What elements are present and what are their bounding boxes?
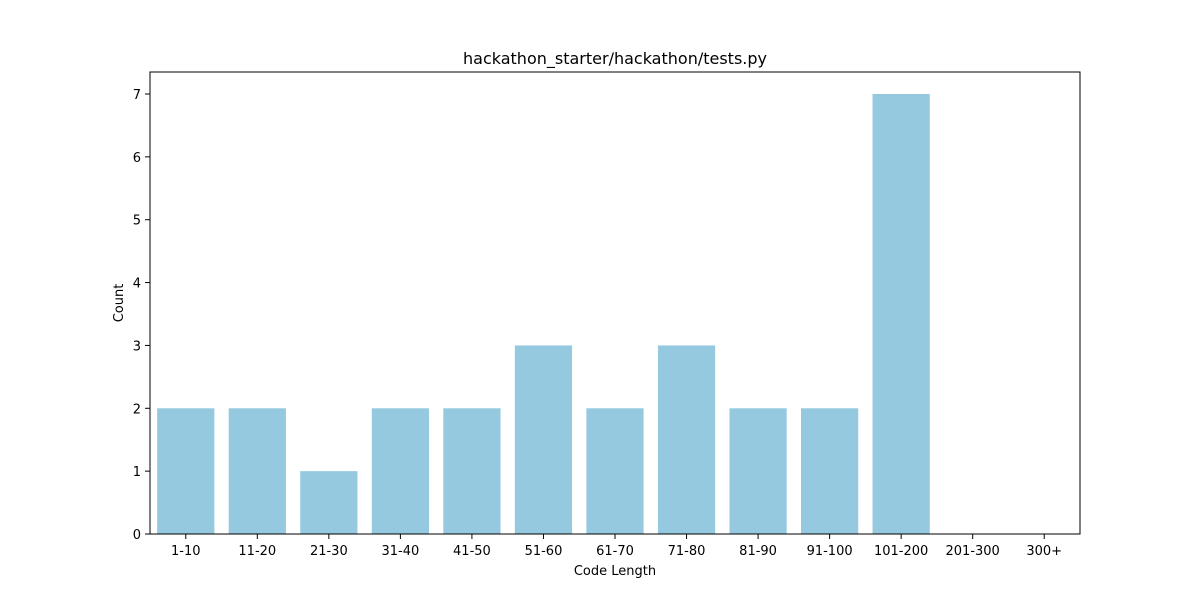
bar-91-100 [801, 408, 859, 534]
x-tick-label: 1-10 [171, 544, 201, 559]
y-tick-label: 0 [133, 528, 141, 543]
bar-71-80 [657, 345, 716, 534]
y-tick-label: 1 [133, 465, 141, 480]
x-tick-label: 201-300 [946, 544, 1000, 559]
bar-11-20 [228, 408, 286, 534]
y-tick-label: 3 [133, 339, 141, 354]
x-tick-label: 300+ [1026, 544, 1062, 559]
x-tick-label: 81-90 [739, 544, 777, 559]
x-tick-label: 31-40 [381, 544, 419, 559]
x-tick-label: 61-70 [596, 544, 634, 559]
y-tick-label: 5 [133, 214, 141, 229]
chart-title: hackathon_starter/hackathon/tests.py [463, 49, 767, 69]
bar-81-90 [729, 408, 787, 534]
bar-1-10 [157, 408, 215, 534]
bar-41-50 [443, 408, 501, 534]
x-tick-label: 11-20 [238, 544, 276, 559]
x-tick-label: 91-100 [807, 544, 853, 559]
y-axis-ticks: 0 1 2 3 4 5 6 7 [133, 88, 150, 543]
x-axis-ticks: 1-10 11-20 21-30 31-40 41-50 51-60 61-70 71-80 8… [171, 534, 1062, 559]
bar-51-60 [514, 345, 573, 534]
y-tick-label: 4 [133, 277, 141, 292]
bar-61-70 [586, 408, 644, 534]
bar-31-40 [371, 408, 429, 534]
x-tick-label: 101-200 [874, 544, 928, 559]
y-tick-label: 7 [133, 88, 141, 103]
y-tick-label: 6 [133, 151, 141, 166]
x-tick-label: 51-60 [525, 544, 563, 559]
x-tick-label: 41-50 [453, 544, 491, 559]
x-tick-label: 71-80 [668, 544, 706, 559]
bar-21-30 [300, 471, 358, 534]
bar-101-200 [872, 94, 930, 534]
x-axis-label: Code Length [574, 564, 656, 579]
y-axis-label: Count [112, 284, 127, 323]
x-tick-label: 21-30 [310, 544, 348, 559]
plot-frame [149, 71, 1081, 535]
bars-group [157, 94, 930, 534]
y-tick-label: 2 [133, 402, 141, 417]
